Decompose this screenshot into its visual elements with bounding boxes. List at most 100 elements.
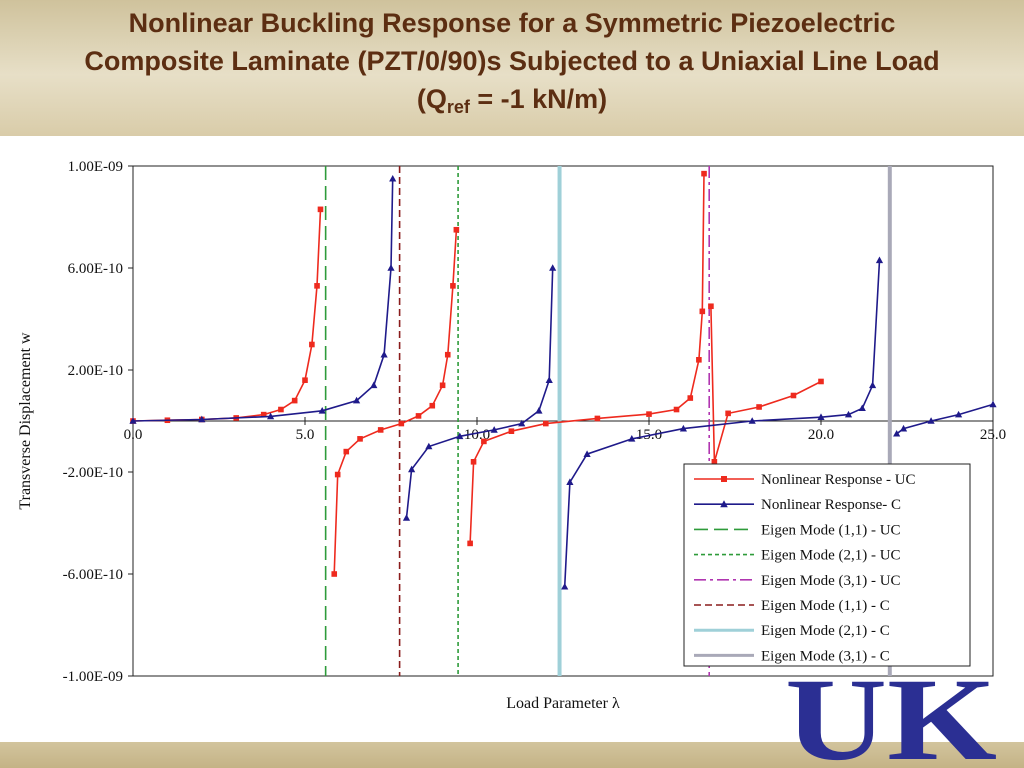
data-point: [318, 407, 326, 414]
data-point: [893, 429, 901, 437]
y-tick-label: -1.00E-09: [63, 669, 123, 685]
y-axis-label: Transverse Displacement w: [17, 332, 34, 510]
legend-entry: Eigen Mode (2,1) - UC: [761, 548, 901, 564]
data-point: [129, 417, 137, 424]
data-point: [314, 283, 320, 289]
data-point: [470, 459, 477, 465]
data-point: [439, 382, 446, 389]
y-tick-label: -2.00E-10: [63, 465, 123, 481]
y-tick-label: -6.00E-10: [63, 567, 123, 583]
bottom-band: [0, 742, 1024, 768]
series-c: [129, 174, 997, 590]
x-tick-label: 20.0: [808, 427, 834, 443]
data-point: [899, 424, 908, 432]
data-point: [927, 417, 935, 424]
title-line-2: Composite Laminate (PZT/0/90)s Subjected…: [84, 46, 940, 76]
legend-marker: [720, 500, 728, 508]
title-line-3-subscript: ref: [446, 97, 470, 117]
data-point: [353, 396, 361, 404]
legend-entry: Eigen Mode (3,1) - C: [761, 648, 890, 664]
series-line: [132, 178, 394, 422]
data-point: [425, 442, 433, 450]
data-point: [490, 426, 498, 433]
y-tick-label: 2.00E-10: [68, 363, 123, 379]
data-point: [389, 174, 397, 182]
slide-header: Nonlinear Buckling Response for a Symmet…: [0, 0, 1024, 136]
data-point: [756, 404, 762, 410]
data-point: [566, 478, 574, 485]
legend-box: [683, 463, 971, 667]
data-point: [518, 419, 526, 427]
data-point: [398, 420, 405, 427]
data-point: [260, 411, 267, 418]
data-point: [868, 381, 877, 389]
data-point: [408, 465, 416, 473]
data-point: [429, 402, 436, 409]
legend-entry: Eigen Mode (3,1) - UC: [761, 573, 901, 589]
data-point: [302, 377, 308, 383]
chart-panel: 0.0 5.0 10.0 15.0 20.0 25.0 1.00E-09 6.00E-10 2.…: [0, 136, 1024, 742]
y-tick-label: 1.00E-09: [68, 159, 123, 175]
data-point: [357, 436, 363, 442]
uk-logo-text: UK: [785, 673, 997, 763]
data-point: [543, 420, 549, 427]
data-point: [444, 351, 451, 358]
data-point: [583, 450, 591, 457]
series-line: [333, 229, 458, 575]
data-point: [594, 415, 601, 422]
data-point: [467, 540, 473, 547]
data-point: [453, 226, 460, 233]
title-line-3-suffix: = -1 kN/m): [469, 84, 608, 114]
buckling-chart: 0.0 5.0 10.0 15.0 20.0 25.01.00E-096.00E-102.…: [17, 159, 1006, 712]
x-axis-label: Load Parameter λ: [506, 695, 620, 712]
data-point: [954, 410, 963, 418]
data-point: [402, 514, 411, 521]
data-point: [387, 264, 395, 271]
title-line-3: (Qref = -1 kN/m): [0, 80, 1024, 126]
data-point: [875, 256, 884, 264]
data-point: [646, 411, 652, 417]
x-tick-label: 0.0: [124, 427, 143, 443]
data-point: [844, 410, 853, 418]
data-point: [549, 264, 557, 271]
data-point: [711, 459, 718, 465]
data-point: [818, 378, 824, 385]
data-point: [370, 381, 378, 389]
data-point: [450, 283, 456, 289]
data-point: [817, 413, 825, 420]
legend-entry: Eigen Mode (1,1) - UC: [761, 522, 901, 538]
data-point: [334, 471, 341, 478]
data-point: [331, 571, 338, 577]
data-point: [380, 350, 388, 358]
data-point: [701, 170, 707, 177]
data-point: [790, 392, 797, 399]
series-line: [469, 173, 705, 544]
data-point: [673, 406, 680, 413]
data-point: [725, 410, 731, 417]
slide-title: Nonlinear Buckling Response for a Symmet…: [0, 4, 1024, 126]
x-tick-label: 25.0: [980, 427, 1006, 443]
data-point: [858, 404, 866, 412]
data-point: [508, 428, 515, 434]
data-point: [481, 438, 487, 445]
data-point: [309, 341, 315, 348]
data-point: [748, 417, 756, 424]
legend-marker: [721, 476, 727, 482]
data-point: [291, 397, 298, 404]
data-point: [456, 432, 464, 440]
data-point: [545, 376, 553, 383]
data-point: [278, 406, 284, 413]
x-tick-label: 5.0: [296, 427, 315, 443]
title-line-3-prefix: (Q: [416, 84, 447, 114]
series-line: [710, 306, 822, 463]
data-point: [343, 448, 350, 455]
series-line: [896, 403, 994, 435]
y-tick-label: 6.00E-10: [68, 261, 123, 277]
data-point: [696, 357, 702, 363]
data-point: [989, 400, 997, 408]
data-point: [679, 424, 687, 432]
title-line-1: Nonlinear Buckling Response for a Symmet…: [128, 8, 896, 38]
data-point: [535, 407, 543, 414]
data-point: [267, 412, 275, 420]
legend-entry: Nonlinear Response- C: [761, 497, 901, 513]
